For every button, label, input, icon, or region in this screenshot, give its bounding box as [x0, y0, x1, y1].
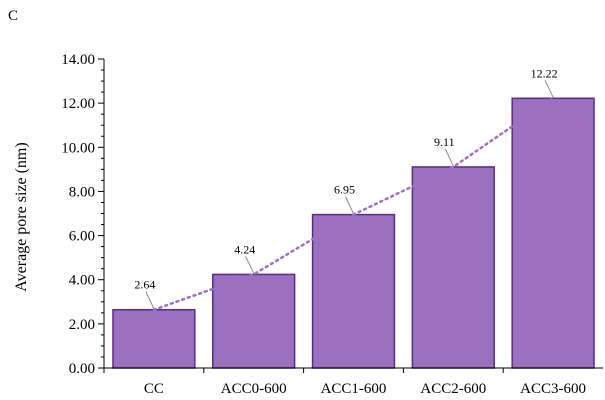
bar-acc0-600 [212, 273, 296, 369]
y-tick-label: 10.00 [61, 140, 95, 156]
x-tick-label: CC [144, 381, 164, 397]
y-tick-label: 6.00 [69, 229, 95, 245]
panel-label: C [8, 8, 18, 24]
data-label-leader [145, 291, 155, 309]
data-label: 4.24 [234, 242, 255, 256]
y-tick-label: 0.00 [69, 361, 95, 377]
data-label: 12.22 [531, 66, 558, 80]
bars-group [112, 97, 595, 369]
data-label: 2.64 [134, 278, 155, 292]
x-tick-label: ACC0-600 [221, 381, 287, 397]
y-tick-label: 2.00 [69, 317, 95, 333]
y-axis: 0.00 2.00 4.00 6.00 8.00 10.00 12.00 14.00 [61, 52, 105, 377]
data-label-leader [245, 256, 255, 274]
x-tick-label: ACC1-600 [321, 381, 387, 397]
x-axis: CC ACC0-600 ACC1-600 ACC2-600 ACC3-600 [103, 367, 603, 397]
bar-cc [112, 308, 196, 369]
trendline-group [152, 97, 555, 311]
y-tick-label: 8.00 [69, 184, 95, 200]
data-labels-group: 2.64 4.24 6.95 9.11 12.22 [134, 66, 558, 309]
y-tick-label: 14.00 [61, 52, 95, 68]
x-tick-label: ACC3-600 [520, 381, 586, 397]
data-label: 9.11 [434, 135, 455, 149]
trendline [152, 97, 555, 311]
bar-acc1-600 [311, 213, 396, 369]
data-label-leader [544, 80, 554, 98]
data-label-leader [444, 148, 454, 167]
y-tick-label: 4.00 [69, 273, 95, 289]
bar-acc3-600 [511, 97, 595, 369]
data-label: 6.95 [334, 183, 355, 197]
y-axis-label: Average pore size (nm) [13, 142, 30, 291]
bar-acc2-600 [411, 166, 495, 369]
data-label-leader [345, 196, 354, 214]
x-tick-label: ACC2-600 [420, 381, 486, 397]
y-tick-label: 12.00 [61, 96, 95, 112]
